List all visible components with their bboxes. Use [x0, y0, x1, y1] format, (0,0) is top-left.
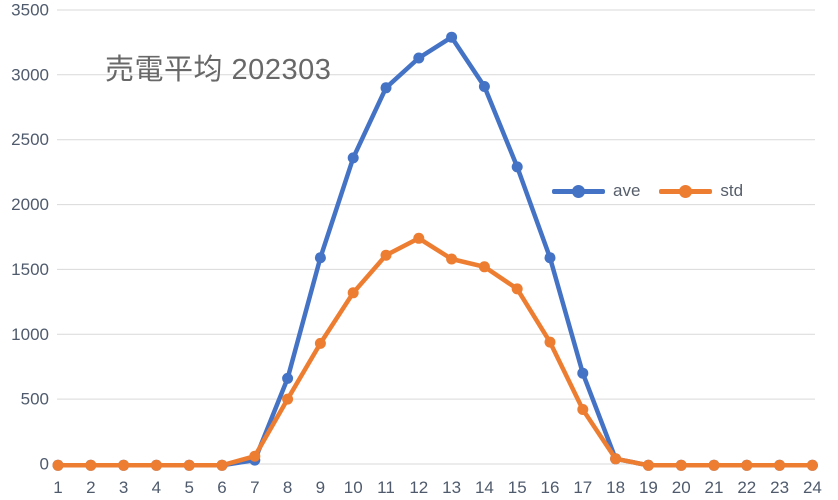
x-axis-tick-label: 23 [770, 478, 789, 497]
data-point-std[interactable] [314, 337, 326, 349]
legend-item-std[interactable]: std [659, 181, 743, 201]
data-point-ave[interactable] [282, 372, 294, 384]
x-axis-tick-label: 3 [119, 478, 128, 497]
data-point-std[interactable] [347, 287, 359, 299]
data-point-std[interactable] [85, 459, 97, 471]
x-axis-tick-label: 11 [377, 478, 395, 497]
y-axis-tick-label: 1500 [11, 260, 49, 279]
data-point-std[interactable] [708, 459, 720, 471]
x-axis-tick-label: 7 [250, 478, 259, 497]
x-axis-tick-label: 22 [737, 478, 756, 497]
data-point-std[interactable] [380, 249, 392, 261]
y-axis-tick-label: 2000 [11, 195, 49, 214]
data-point-std[interactable] [610, 453, 622, 465]
x-axis-tick-label: 9 [316, 478, 325, 497]
chart-legend: ave std [552, 181, 743, 201]
x-axis-tick-label: 1 [53, 478, 62, 497]
series-line-std[interactable] [55, 236, 815, 468]
y-axis-tick-label: 0 [40, 455, 49, 474]
x-axis-tick-label: 12 [409, 478, 428, 497]
legend-label-ave: ave [613, 181, 641, 200]
data-point-std[interactable] [183, 459, 195, 471]
x-axis-tick-label: 17 [573, 478, 592, 497]
data-point-std[interactable] [577, 404, 589, 415]
data-point-std[interactable] [544, 336, 556, 348]
data-point-std[interactable] [413, 232, 425, 244]
data-point-std[interactable] [282, 393, 294, 405]
legend-marker-std [659, 184, 713, 198]
data-point-std[interactable] [642, 459, 654, 471]
data-point-std[interactable] [741, 459, 753, 471]
data-point-ave[interactable] [478, 81, 490, 92]
data-point-std[interactable] [806, 459, 818, 471]
x-axis-tick-label: 19 [639, 478, 658, 497]
x-axis-tick-label: 13 [442, 478, 461, 497]
x-axis-tick-label: 24 [803, 478, 822, 497]
x-axis-tick-label: 16 [541, 478, 560, 497]
data-point-ave[interactable] [577, 367, 589, 379]
x-axis-tick-label: 4 [152, 478, 161, 497]
x-axis-tick-label: 2 [86, 478, 95, 497]
x-axis-tick-label: 14 [475, 478, 494, 497]
x-axis-tick-label: 18 [606, 478, 625, 497]
data-point-std[interactable] [774, 459, 786, 471]
data-point-std[interactable] [216, 459, 228, 471]
data-point-std[interactable] [511, 283, 523, 295]
data-point-ave[interactable] [544, 252, 556, 264]
legend-dot-swatch [679, 184, 693, 198]
y-axis-tick-label: 2500 [11, 130, 49, 149]
x-axis-tick-label: 10 [344, 478, 363, 497]
y-axis-tick-label: 3500 [11, 1, 49, 20]
legend-marker-ave [552, 184, 605, 198]
x-axis-tick-label: 21 [705, 478, 724, 497]
data-point-std[interactable] [675, 459, 687, 471]
data-point-ave[interactable] [314, 252, 326, 264]
x-axis-tick-label: 6 [217, 478, 226, 497]
data-point-std[interactable] [52, 459, 64, 471]
x-axis-tick-label: 15 [508, 478, 527, 497]
data-point-ave[interactable] [347, 152, 359, 164]
data-point-ave[interactable] [413, 52, 425, 64]
data-point-ave[interactable] [511, 161, 523, 173]
x-axis-tick-label: 5 [184, 478, 193, 497]
legend-item-ave[interactable]: ave [552, 181, 640, 201]
y-axis-tick-label: 1000 [11, 325, 49, 344]
y-axis-tick-label: 3000 [11, 65, 49, 84]
data-point-std[interactable] [446, 253, 458, 265]
legend-dot-swatch [572, 184, 585, 198]
y-axis-tick-label: 500 [21, 390, 49, 409]
data-point-ave[interactable] [380, 82, 392, 94]
data-point-std[interactable] [118, 459, 130, 471]
data-point-std[interactable] [478, 261, 490, 273]
data-point-std[interactable] [150, 459, 162, 471]
x-axis-tick-label: 20 [672, 478, 691, 497]
data-point-ave[interactable] [446, 31, 458, 43]
data-point-std[interactable] [249, 450, 261, 462]
x-axis-tick-label: 8 [283, 478, 292, 497]
legend-label-std: std [720, 181, 744, 200]
chart-title: 売電平均 202303 [105, 54, 332, 86]
